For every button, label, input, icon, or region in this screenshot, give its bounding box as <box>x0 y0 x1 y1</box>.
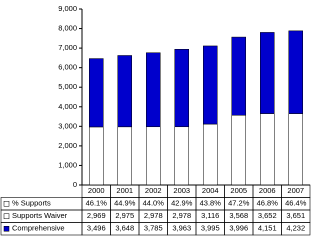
table-value: 2,978 <box>144 211 163 220</box>
table-value: 46.8% <box>257 199 279 208</box>
y-tick-label: 9,000 <box>58 4 77 13</box>
table-value: 3,996 <box>229 224 248 233</box>
legend-label: % Supports <box>12 199 51 208</box>
legend-marker <box>3 213 10 219</box>
y-tick-label: 2,000 <box>58 141 77 150</box>
y-tick-label: 4,000 <box>58 102 77 111</box>
table-value: 2,969 <box>87 211 106 220</box>
bar <box>203 45 218 125</box>
x-tick-label: 2000 <box>88 186 105 195</box>
y-tick-label: 7,000 <box>58 43 77 52</box>
table-value: 44.9% <box>114 199 136 208</box>
x-tick-label: 2007 <box>287 186 304 195</box>
bar <box>174 126 189 186</box>
y-tick-label: 1,000 <box>58 160 77 169</box>
table-value: 2,978 <box>172 211 191 220</box>
x-tick-label: 2004 <box>202 186 219 195</box>
table-value: 47.2% <box>228 199 250 208</box>
bar <box>117 126 132 186</box>
table-cell <box>281 222 311 236</box>
table-value: 3,651 <box>286 211 305 220</box>
bar <box>89 58 104 128</box>
bar <box>146 52 161 128</box>
legend-marker <box>3 201 10 207</box>
x-tick-label: 2001 <box>116 186 133 195</box>
y-tick-label: 5,000 <box>58 82 77 91</box>
table-value: 3,785 <box>144 224 163 233</box>
x-tick-label: 2006 <box>259 186 276 195</box>
bar <box>260 32 275 114</box>
y-tick-label: 3,000 <box>58 121 77 130</box>
table-value: 4,151 <box>258 224 277 233</box>
table-value: 3,995 <box>201 224 220 233</box>
table-value: 3,652 <box>258 211 277 220</box>
x-tick-label: 2003 <box>173 186 190 195</box>
table-value: 46.1% <box>86 199 108 208</box>
y-tick-label: 6,000 <box>58 63 77 72</box>
table-value: 2,975 <box>115 211 134 220</box>
bar <box>203 123 218 186</box>
table-value: 44.0% <box>143 199 165 208</box>
bar <box>117 55 132 128</box>
table-value: 4,232 <box>286 224 305 233</box>
bar <box>231 114 246 186</box>
table-value: 3,963 <box>172 224 191 233</box>
x-tick-label: 2002 <box>145 186 162 195</box>
legend-label: Comprehensive <box>12 224 65 233</box>
table-value: 3,648 <box>115 224 134 233</box>
legend-label: Supports Waiver <box>12 211 68 220</box>
y-tick-label: 0 <box>73 180 77 189</box>
bar <box>89 126 104 186</box>
table-value: 3,496 <box>87 224 106 233</box>
bar <box>260 113 275 186</box>
bar <box>288 113 303 186</box>
table-value: 42.9% <box>171 199 193 208</box>
y-tick-label: 8,000 <box>58 24 77 33</box>
bar <box>288 30 303 114</box>
bar <box>146 126 161 186</box>
bar <box>174 49 189 128</box>
table-value: 46.4% <box>285 199 307 208</box>
x-tick-label: 2005 <box>230 186 247 195</box>
legend-marker <box>3 226 10 232</box>
table-value: 43.8% <box>200 199 222 208</box>
bar <box>231 36 246 116</box>
table-value: 3,568 <box>229 211 248 220</box>
table-value: 3,116 <box>201 211 219 220</box>
